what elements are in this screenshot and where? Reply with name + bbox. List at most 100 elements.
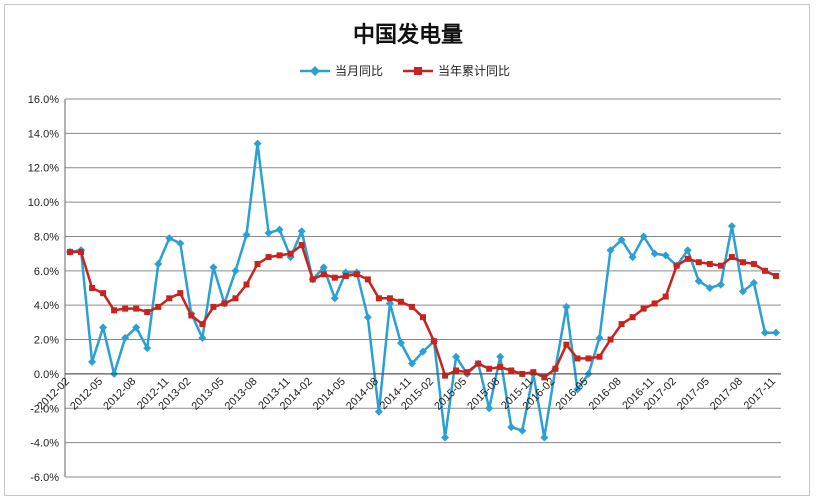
data-point — [111, 307, 118, 314]
data-point — [772, 328, 780, 337]
x-tick-label: 2017-05 — [675, 376, 712, 413]
data-point — [408, 303, 415, 310]
data-point — [397, 298, 404, 305]
data-point — [508, 367, 515, 374]
data-point — [452, 352, 461, 361]
data-point — [728, 254, 735, 261]
data-point — [419, 347, 427, 356]
data-point — [78, 248, 85, 255]
data-point — [89, 285, 96, 291]
data-point — [464, 369, 471, 376]
data-point — [738, 287, 747, 296]
data-point — [628, 253, 637, 262]
data-point — [595, 333, 604, 342]
data-point — [242, 230, 251, 239]
chart-frame: 中国发电量 当月同比 当年累计同比 -6.0% -4.0% -2.0% 0.0% 2.0… — [4, 4, 810, 496]
data-point — [319, 263, 328, 272]
data-point — [607, 336, 614, 343]
data-point — [385, 299, 394, 308]
data-point — [265, 254, 272, 261]
y-tick-label: 14.0% — [28, 128, 59, 140]
x-axis: 2012-022012-052012-082012-112013-022013-… — [35, 373, 781, 413]
y-tick-label: -2.0% — [30, 403, 59, 415]
data-point — [209, 263, 218, 272]
data-point — [717, 262, 724, 269]
data-point — [420, 314, 426, 321]
data-point — [99, 323, 108, 332]
y-tick-label: 16.0% — [28, 94, 59, 106]
data-point — [353, 271, 360, 278]
y-tick-label: -6.0% — [30, 472, 59, 484]
data-point — [507, 423, 516, 432]
data-point — [133, 305, 140, 312]
y-tick-label: 8.0% — [34, 231, 59, 243]
data-point — [673, 262, 680, 269]
data-point — [154, 259, 163, 268]
data-point — [617, 235, 626, 244]
x-tick-label: 2012-08 — [101, 376, 138, 413]
data-point — [585, 355, 592, 362]
data-point — [640, 305, 647, 312]
data-point — [88, 357, 97, 366]
data-point — [320, 271, 327, 278]
data-point — [297, 227, 306, 236]
legend-label-monthly: 当月同比 — [335, 64, 383, 78]
data-point — [143, 344, 152, 353]
data-point — [750, 260, 757, 267]
data-point — [176, 239, 185, 248]
data-point — [396, 338, 405, 347]
y-tick-label: 0.0% — [34, 369, 59, 381]
data-point — [287, 250, 294, 257]
data-point — [100, 290, 107, 297]
data-point — [331, 274, 338, 281]
series-line-1 — [70, 243, 777, 379]
y-tick-label: 2.0% — [34, 335, 59, 347]
data-point — [442, 372, 449, 379]
data-point — [760, 328, 769, 337]
data-point — [485, 404, 494, 413]
data-point — [695, 259, 702, 266]
data-point — [496, 352, 505, 361]
data-point — [375, 295, 382, 302]
data-point — [563, 341, 570, 348]
gridlines — [65, 98, 781, 478]
data-point — [177, 290, 184, 297]
data-point — [650, 249, 659, 258]
data-point — [541, 374, 548, 381]
data-point — [716, 280, 725, 289]
data-point — [761, 267, 768, 274]
data-point — [683, 246, 692, 255]
data-point — [363, 313, 372, 322]
data-point — [661, 251, 670, 260]
y-tick-label: 6.0% — [34, 266, 59, 278]
data-point — [574, 355, 581, 362]
data-point — [684, 255, 691, 262]
data-point — [606, 246, 615, 255]
data-point — [530, 369, 537, 376]
line-chart: 中国发电量 当月同比 当年累计同比 -6.0% -4.0% -2.0% 0.0% 2.0… — [28, 22, 781, 484]
data-point — [276, 252, 283, 259]
data-point — [441, 433, 450, 442]
data-point — [497, 364, 504, 371]
x-tick-label: 2017-08 — [708, 376, 745, 413]
data-point — [121, 333, 130, 342]
x-tick-label: 2014-05 — [311, 376, 348, 413]
legend-marker-cumulative — [414, 67, 422, 75]
x-tick-label: 2013-05 — [190, 376, 227, 413]
data-point — [264, 229, 273, 238]
data-point — [221, 300, 228, 307]
data-point — [188, 312, 195, 319]
data-point — [231, 266, 240, 275]
data-point — [706, 260, 713, 267]
x-tick-label: 2016-08 — [587, 376, 624, 413]
series-lines — [66, 139, 780, 442]
data-point — [199, 321, 206, 328]
data-point — [552, 365, 559, 372]
data-point — [386, 295, 393, 302]
data-point — [562, 302, 571, 311]
data-point — [165, 234, 174, 243]
data-point — [431, 338, 438, 345]
data-point — [705, 284, 714, 292]
data-point — [739, 259, 746, 266]
data-point — [629, 314, 636, 321]
